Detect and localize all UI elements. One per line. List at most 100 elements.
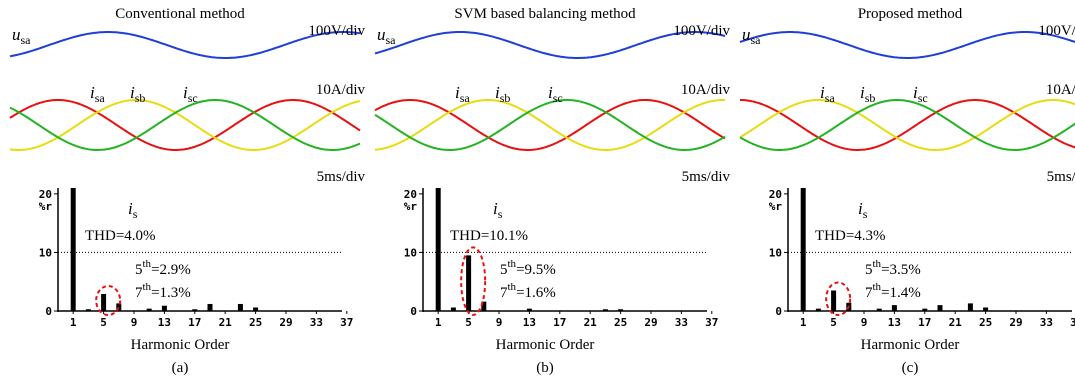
signal-label: is <box>493 199 503 221</box>
current-label: isa <box>820 83 835 105</box>
x-tick-label: 33 <box>1040 316 1053 329</box>
x-tick-label: 25 <box>979 316 992 329</box>
bar <box>101 294 106 311</box>
y-axis-label: %r <box>404 200 418 213</box>
voltage-scale: 100V/div <box>673 23 730 39</box>
bar <box>192 309 197 311</box>
current-label: isb <box>130 83 145 105</box>
harmonic-label: 7th=1.6% <box>500 281 556 301</box>
value: =2.9% <box>151 262 191 278</box>
current-label: isa <box>455 83 470 105</box>
bar <box>71 0 76 311</box>
x-axis-label: Harmonic Order <box>861 337 960 353</box>
voltage-label: usa <box>377 25 396 47</box>
bar <box>831 291 836 312</box>
bar <box>162 306 167 311</box>
y-tick-label: 10 <box>404 246 417 259</box>
signal-label: is <box>858 199 868 221</box>
x-tick-label: 37 <box>340 316 353 329</box>
bar <box>801 0 806 311</box>
x-tick-label: 25 <box>249 316 262 329</box>
panel-title: Conventional method <box>115 6 245 22</box>
x-tick-label: 5 <box>465 316 472 329</box>
x-tick-label: 25 <box>614 316 627 329</box>
x-tick-label: 5 <box>830 316 837 329</box>
voltage-scale: 100V/div <box>308 23 365 39</box>
x-tick-label: 33 <box>310 316 323 329</box>
bar <box>208 304 213 311</box>
thd-label: THD=4.0% <box>85 228 156 244</box>
subscript: sa <box>825 91 836 105</box>
current-label: isb <box>860 83 875 105</box>
x-tick-label: 1 <box>435 316 442 329</box>
caption: (a) <box>172 360 189 376</box>
waveform <box>740 100 1075 150</box>
x-tick-label: 29 <box>1009 316 1022 329</box>
bar <box>618 309 623 311</box>
subscript: s <box>498 207 503 221</box>
bar <box>816 309 821 311</box>
subscript: sa <box>460 91 471 105</box>
harmonic-label: 7th=1.4% <box>865 281 921 301</box>
voltage-scale: 100V/div <box>1038 23 1075 39</box>
voltage-label: usa <box>742 25 761 47</box>
x-tick-label: 9 <box>496 316 503 329</box>
y-tick-label: 10 <box>39 246 52 259</box>
x-tick-label: 13 <box>888 316 901 329</box>
x-tick-label: 21 <box>949 316 963 329</box>
order: 5 <box>865 262 873 278</box>
x-tick-label: 37 <box>705 316 718 329</box>
x-tick-label: 33 <box>675 316 688 329</box>
x-tick-label: 17 <box>918 316 931 329</box>
y-tick-label: 0 <box>45 305 52 318</box>
waveform <box>740 32 1075 58</box>
harmonic-label: 7th=1.3% <box>135 281 191 301</box>
value: =1.3% <box>151 285 191 301</box>
bar <box>451 307 456 311</box>
harmonic-label: 5th=2.9% <box>135 258 191 278</box>
x-tick-label: 9 <box>861 316 868 329</box>
subscript: sa <box>21 33 32 47</box>
order: 5 <box>135 262 143 278</box>
subscript: sc <box>553 91 563 105</box>
thd-label: THD=10.1% <box>450 228 528 244</box>
y-tick-label: 10 <box>769 246 782 259</box>
x-tick-label: 17 <box>553 316 566 329</box>
symbol: u <box>12 25 21 44</box>
subscript: s <box>133 207 138 221</box>
harmonic-label: 5th=9.5% <box>500 258 556 278</box>
x-tick-label: 1 <box>70 316 77 329</box>
x-tick-label: 21 <box>219 316 233 329</box>
subscript: sc <box>188 91 198 105</box>
value: =1.6% <box>516 285 556 301</box>
time-scale: 5ms/div <box>1047 169 1075 185</box>
bar <box>527 309 532 311</box>
bar <box>253 307 258 311</box>
x-tick-label: 17 <box>188 316 201 329</box>
y-tick-label: 0 <box>410 305 417 318</box>
current-label: isb <box>495 83 510 105</box>
current-scale: 10A/div <box>316 82 366 98</box>
x-tick-label: 21 <box>584 316 598 329</box>
x-tick-label: 1 <box>800 316 807 329</box>
bar <box>466 255 471 311</box>
x-axis-label: Harmonic Order <box>496 337 595 353</box>
bar <box>238 304 243 311</box>
bar <box>877 309 882 311</box>
subscript: sa <box>751 33 762 47</box>
caption: (c) <box>902 360 919 376</box>
subscript: sc <box>918 91 928 105</box>
subscript: sa <box>386 33 397 47</box>
figure: Conventional methodusa100V/div10A/div5ms… <box>0 0 1075 379</box>
symbol: u <box>377 25 386 44</box>
x-tick-label: 5 <box>100 316 107 329</box>
subscript: sb <box>500 91 511 105</box>
order: 5 <box>500 262 508 278</box>
bar <box>436 0 441 311</box>
panel-title: SVM based balancing method <box>454 6 636 22</box>
signal-label: is <box>128 199 138 221</box>
subscript: sa <box>95 91 106 105</box>
x-tick-label: 13 <box>523 316 536 329</box>
current-label: isa <box>90 83 105 105</box>
x-tick-label: 37 <box>1070 316 1075 329</box>
